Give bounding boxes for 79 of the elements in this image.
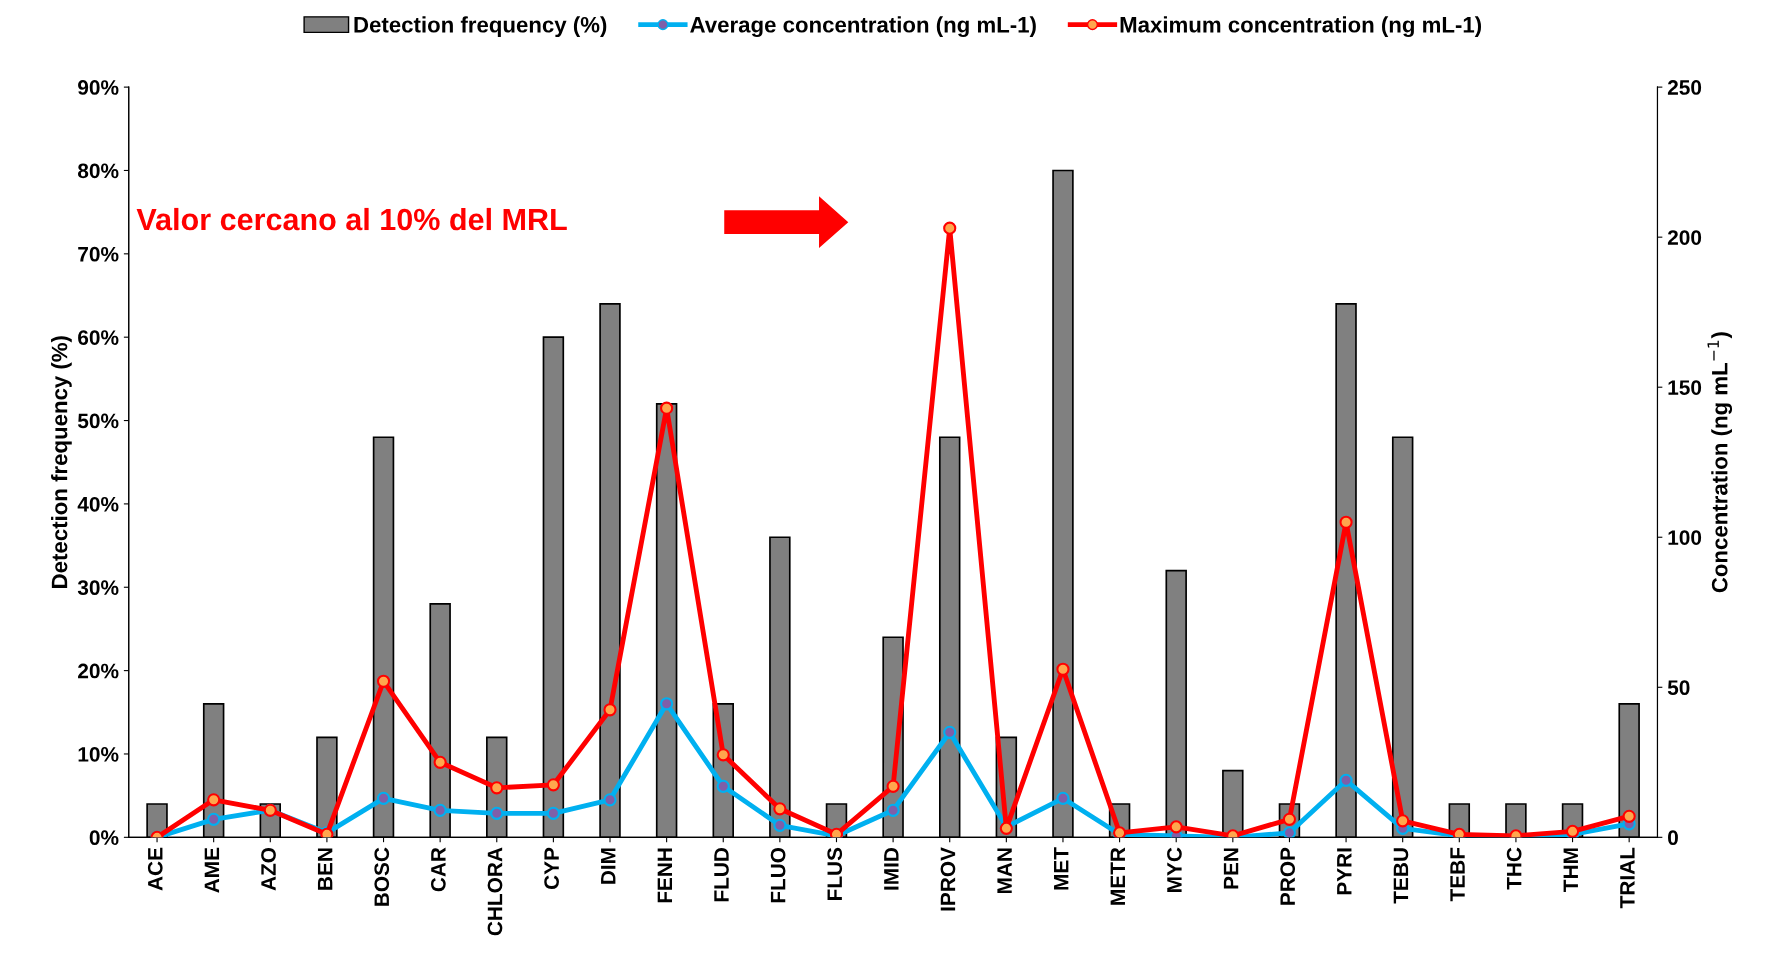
x-tick-label: AME (204, 847, 220, 893)
point (376, 791, 391, 805)
point (886, 779, 900, 793)
point (1169, 820, 1183, 834)
y2-tick-label: 50 (1667, 680, 1690, 696)
y-tick-label: 10% (78, 746, 119, 762)
point (433, 803, 447, 817)
x-tick-label: THM (1563, 848, 1578, 892)
legend-label: Detection frequency (%) (354, 16, 607, 38)
y-tick-label: 80% (77, 163, 119, 179)
y-tick-label: 30% (77, 580, 119, 596)
x-tick-label: METR (1110, 847, 1125, 905)
x-tick-label: CAR (430, 847, 446, 892)
x-tick-label: ACE (147, 847, 163, 891)
point (546, 806, 560, 820)
x-tick-label: PROP (1280, 847, 1296, 905)
x-tick-label: FLUS (827, 847, 843, 901)
x-tick-label: IPROV (940, 847, 956, 911)
y-tick-label: 20% (78, 663, 119, 679)
point (490, 806, 504, 820)
y-tick-label: 40% (77, 496, 119, 512)
y2-tick-label: 250 (1667, 80, 1702, 95)
y2-tick-label: 200 (1667, 230, 1702, 245)
x-tick-label: CYP (544, 847, 559, 890)
point (207, 812, 221, 826)
x-tick-label: FLUD (714, 847, 729, 902)
point (490, 781, 504, 795)
point (1339, 773, 1353, 787)
x-tick-label: MAN (997, 848, 1012, 894)
legend-label: Average concentration (ng mL-1) (690, 16, 1036, 38)
x-tick-label: BOSC (374, 847, 390, 906)
y-tick-label: 60% (78, 330, 119, 345)
point (943, 725, 957, 739)
point (1622, 809, 1636, 823)
point (603, 793, 617, 807)
y-axis-title: Detection frequency (%) (51, 336, 72, 588)
point (716, 748, 730, 762)
x-tick-label: IMID (884, 847, 899, 890)
point (1339, 515, 1353, 529)
x-tick-label: FENH (657, 848, 673, 903)
x-tick-label: DIM (601, 848, 616, 884)
point (376, 674, 391, 688)
y2-axis-title: Concentration (ng mL$^{−1}$) (1707, 332, 1733, 593)
point (660, 697, 674, 711)
x-tick-label: TRIAL (1620, 847, 1635, 909)
point (943, 221, 957, 235)
y-tick-label: 50% (77, 413, 119, 429)
x-tick-label: AZO (261, 847, 276, 891)
legend-label: Maximum concentration (ng mL-1) (1120, 16, 1482, 38)
x-tick-label: PEN (1223, 848, 1239, 889)
y-tick-label: 70% (78, 246, 119, 262)
point (1056, 662, 1070, 676)
point (207, 793, 221, 807)
x-tick-label: TEBU (1393, 848, 1409, 904)
y-tick-label: 90% (78, 80, 119, 95)
x-tick-label: BEN (317, 848, 333, 890)
x-tick-label: MET (1054, 847, 1069, 890)
x-tick-label: THC (1506, 847, 1522, 890)
point (1056, 791, 1070, 805)
y2-tick-label: 100 (1668, 530, 1702, 545)
point (1396, 814, 1410, 828)
y2-tick-label: 150 (1668, 380, 1702, 395)
x-tick-label: MYC (1167, 847, 1182, 892)
point (773, 802, 787, 816)
point (433, 755, 447, 769)
point (546, 778, 560, 792)
point (603, 703, 617, 717)
x-tick-label: PYRI (1337, 848, 1352, 895)
point (773, 818, 787, 832)
point (660, 401, 674, 415)
point (886, 803, 900, 817)
y-tick-label: 0% (89, 830, 119, 846)
point (1282, 826, 1297, 838)
y2-tick-label: 0 (1668, 830, 1678, 846)
x-tick-label: TEBF (1450, 847, 1465, 902)
point (716, 779, 730, 793)
x-tick-label: CHLORA (487, 847, 503, 936)
annotation: Valor cercano al 10% del MRL (136, 207, 567, 231)
x-tick-label: FLUO (770, 847, 786, 903)
